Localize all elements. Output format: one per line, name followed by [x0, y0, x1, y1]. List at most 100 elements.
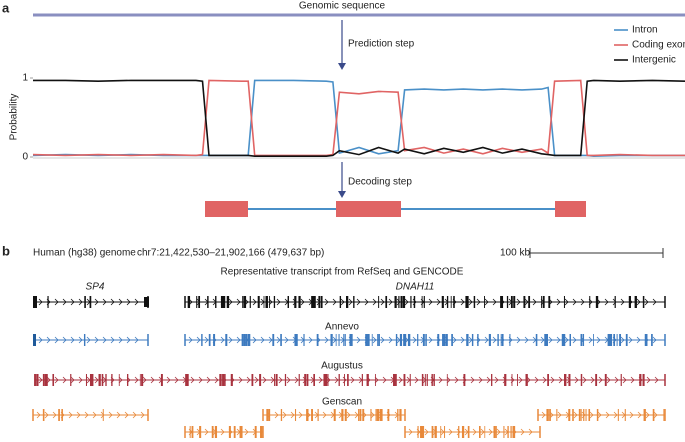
strand-chevron [316, 298, 321, 306]
strand-chevron [36, 411, 41, 419]
strand-chevron [356, 298, 361, 306]
strand-chevron [542, 376, 547, 384]
strand-chevron [340, 298, 345, 306]
strand-chevron [424, 428, 429, 436]
strand-chevron [456, 428, 461, 436]
gene-label: SP4 [86, 282, 105, 293]
strand-chevron [388, 298, 393, 306]
strand-chevron [244, 428, 249, 436]
strand-chevron [206, 376, 211, 384]
strand-chevron [597, 411, 602, 419]
strand-chevron [322, 411, 327, 419]
strand-chevron [52, 411, 57, 419]
strand-chevron [496, 428, 501, 436]
strand-chevron [262, 376, 267, 384]
strand-chevron [370, 411, 375, 419]
strand-chevron [254, 376, 259, 384]
strand-chevron [550, 376, 555, 384]
strand-chevron [636, 336, 641, 344]
strand-chevron [342, 376, 347, 384]
strand-chevron [236, 336, 241, 344]
strand-chevron [308, 336, 313, 344]
strand-chevron [460, 336, 465, 344]
strand-chevron [220, 428, 225, 436]
strand-chevron [372, 336, 377, 344]
strand-chevron [654, 376, 659, 384]
strand-chevron [188, 336, 193, 344]
strand-chevron [204, 428, 209, 436]
strand-chevron [516, 336, 521, 344]
strand-chevron [118, 298, 123, 306]
strand-chevron [526, 376, 531, 384]
strand-chevron [252, 336, 257, 344]
strand-chevron [92, 411, 97, 419]
strand-chevron [300, 298, 305, 306]
track-title: Representative transcript from RefSeq an… [221, 267, 464, 278]
strand-chevron [644, 298, 649, 306]
strand-chevron [408, 428, 413, 436]
strand-chevron [628, 336, 633, 344]
strand-chevron [380, 298, 385, 306]
strand-chevron [428, 336, 433, 344]
strand-chevron [318, 376, 323, 384]
exon-box [205, 201, 248, 217]
strand-chevron [62, 336, 67, 344]
strand-chevron [588, 336, 593, 344]
strand-chevron [556, 336, 561, 344]
strand-chevron [468, 298, 473, 306]
strand-chevron [620, 336, 625, 344]
strand-chevron [298, 411, 303, 419]
strand-chevron [196, 336, 201, 344]
strand-chevron [606, 376, 611, 384]
strand-chevron [613, 411, 618, 419]
strand-chevron [54, 336, 59, 344]
strand-chevron [214, 376, 219, 384]
strand-chevron [374, 376, 379, 384]
strand-chevron [276, 298, 281, 306]
strand-chevron [412, 336, 417, 344]
panel-label: b [2, 243, 10, 258]
strand-chevron [556, 298, 561, 306]
strand-chevron [558, 376, 563, 384]
strand-chevron [653, 411, 658, 419]
strand-chevron [448, 428, 453, 436]
strand-chevron [646, 376, 651, 384]
strand-chevron [645, 411, 650, 419]
exon [144, 297, 149, 307]
legend-label: Intergenic [632, 55, 676, 66]
strand-chevron [118, 336, 123, 344]
strand-chevron [590, 376, 595, 384]
strand-chevron [198, 376, 203, 384]
strand-chevron [246, 376, 251, 384]
strand-chevron [388, 336, 393, 344]
strand-chevron [108, 411, 113, 419]
strand-chevron [604, 298, 609, 306]
strand-chevron [652, 298, 657, 306]
strand-chevron [596, 336, 601, 344]
strand-chevron [446, 376, 451, 384]
strand-chevron [274, 411, 279, 419]
strand-chevron [622, 376, 627, 384]
strand-chevron [470, 376, 475, 384]
strand-chevron [518, 376, 523, 384]
panel-label: a [2, 0, 10, 15]
series-line [33, 79, 685, 157]
strand-chevron [134, 376, 139, 384]
strand-chevron [452, 336, 457, 344]
strand-chevron [364, 298, 369, 306]
strand-chevron [286, 376, 291, 384]
strand-chevron [102, 336, 107, 344]
strand-chevron [372, 298, 377, 306]
strand-chevron [534, 376, 539, 384]
strand-chevron [134, 298, 139, 306]
exon-box [555, 201, 586, 217]
strand-chevron [572, 298, 577, 306]
strand-chevron [422, 376, 427, 384]
strand-chevron [284, 336, 289, 344]
strand-chevron [398, 376, 403, 384]
sequence-label: Genomic sequence [299, 1, 386, 12]
strand-chevron [62, 298, 67, 306]
strand-chevron [126, 298, 131, 306]
strand-chevron [589, 411, 594, 419]
